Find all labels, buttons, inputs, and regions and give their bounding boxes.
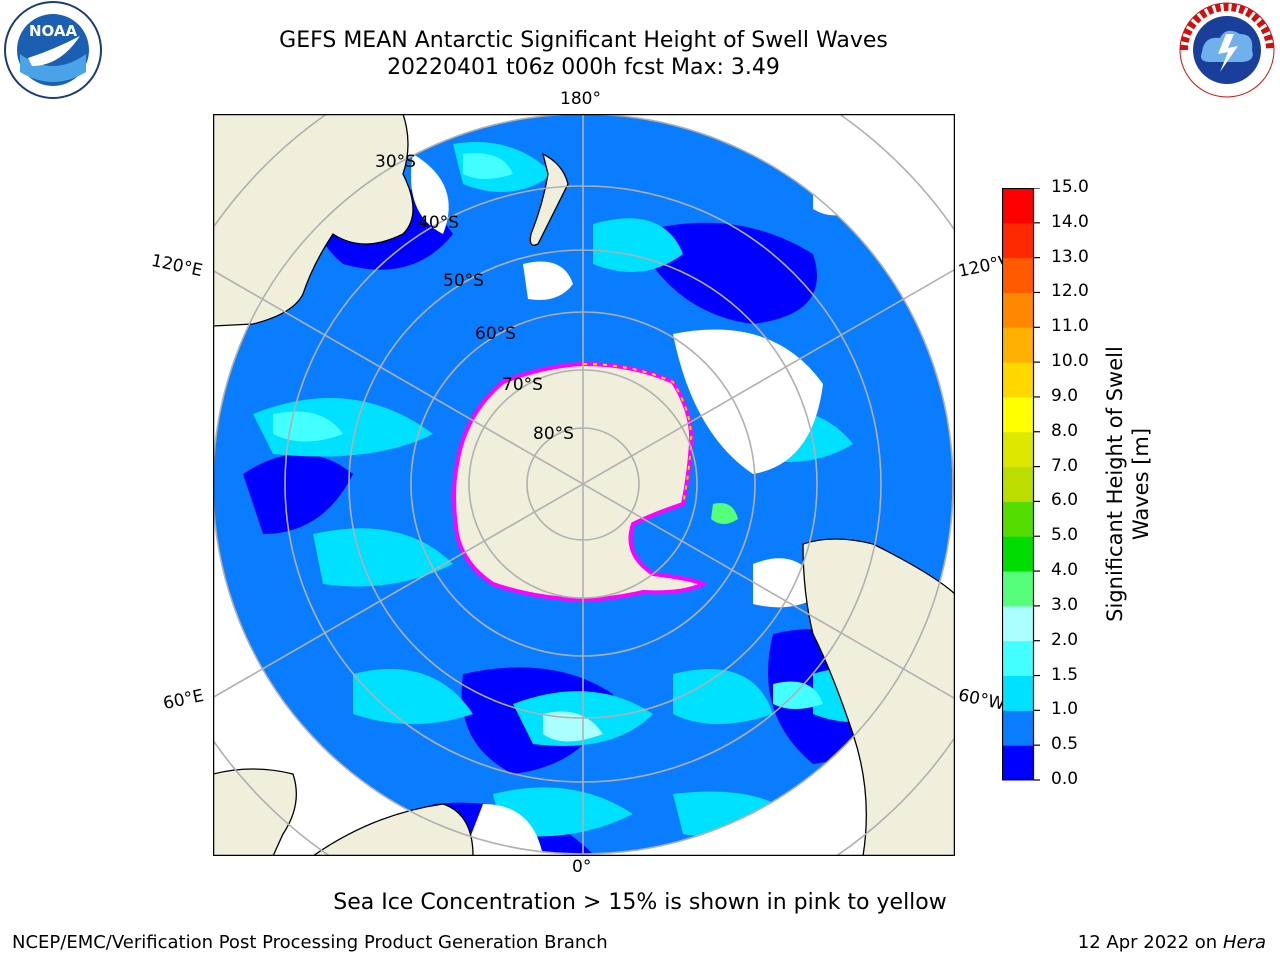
colorbar-tick-label: 10.0	[1051, 351, 1089, 372]
colorbar-segment	[1002, 640, 1034, 677]
lat-label-30s: 30°S	[375, 152, 416, 172]
colorbar-segment	[1002, 362, 1034, 398]
map-frame	[213, 114, 955, 856]
colorbar-segment	[1002, 257, 1034, 293]
sea-ice-edge	[452, 361, 708, 603]
colorbar-tick-label: 15.0	[1051, 177, 1089, 197]
colorbar-segment	[1002, 675, 1034, 711]
colorbar-segment	[1002, 745, 1034, 781]
chart-subtitle: 20220401 t06z 000h fcst Max: 3.49	[387, 55, 780, 80]
colorbar-tick-label: 9.0	[1051, 385, 1079, 406]
colorbar-segment	[1002, 466, 1034, 502]
colorbar-tick-label: 4.0	[1051, 560, 1079, 581]
nws-logo	[1179, 2, 1275, 98]
colorbar-segment	[1002, 431, 1034, 468]
colorbar-tick-label: 8.0	[1051, 420, 1079, 441]
colorbar-tick-label: 1.0	[1051, 699, 1079, 720]
lat-label-80s: 80°S	[533, 424, 574, 444]
lat-label-40s: 40°S	[418, 213, 459, 233]
lon-label-60w: 60°W	[956, 685, 1007, 715]
colorbar-tick-label: 5.0	[1051, 525, 1079, 546]
footer-credit: NCEP/EMC/Verification Post Processing Pr…	[12, 932, 608, 953]
colorbar-tick-label: 14.0	[1051, 211, 1089, 232]
sea-ice-note: Sea Ice Concentration > 15% is shown in …	[333, 890, 947, 915]
colorbar-segment	[1002, 605, 1034, 642]
graticule	[213, 114, 955, 856]
colorbar-label: Significant Height of Swell Waves [m]	[1103, 346, 1153, 622]
colorbar-tick-label: 3.0	[1051, 594, 1079, 615]
chart-title: GEFS MEAN Antarctic Significant Height o…	[279, 28, 888, 53]
footer-date: 12 Apr 2022 on Hera	[1077, 932, 1266, 953]
colorbar-tick-label: 11.0	[1051, 316, 1089, 337]
lon-label-180: 180°	[560, 89, 601, 109]
colorbar	[1002, 188, 1040, 781]
colorbar-segment	[1002, 222, 1034, 259]
colorbar-segment	[1002, 292, 1034, 328]
colorbar-segment	[1002, 396, 1034, 433]
noaa-logo: NOAA	[4, 1, 102, 99]
lat-label-50s: 50°S	[443, 271, 484, 291]
colorbar-tick-label: 13.0	[1051, 246, 1089, 267]
colorbar-segment	[1002, 501, 1034, 537]
lat-label-70s: 70°S	[502, 375, 543, 395]
colorbar-tick-label: 0.5	[1051, 734, 1079, 755]
polar-map[interactable]	[213, 114, 955, 856]
lon-label-60e: 60°E	[161, 685, 206, 715]
lon-label-0: 0°	[572, 857, 592, 877]
colorbar-segment	[1002, 327, 1034, 363]
colorbar-segment	[1002, 536, 1034, 572]
svg-text:NOAA: NOAA	[29, 22, 78, 40]
colorbar-tick-label: 1.5	[1051, 664, 1079, 685]
colorbar-segment	[1002, 571, 1034, 607]
colorbar-segment	[1002, 188, 1034, 224]
lon-label-120e: 120°E	[149, 250, 205, 282]
colorbar-tick-label: 7.0	[1051, 455, 1079, 476]
colorbar-tick-label: 0.0	[1051, 769, 1079, 789]
lat-label-60s: 60°S	[475, 324, 516, 344]
colorbar-segment	[1002, 710, 1034, 746]
colorbar-tick-label: 2.0	[1051, 629, 1079, 650]
colorbar-tick-label: 6.0	[1051, 490, 1079, 511]
colorbar-tick-label: 12.0	[1051, 281, 1089, 302]
